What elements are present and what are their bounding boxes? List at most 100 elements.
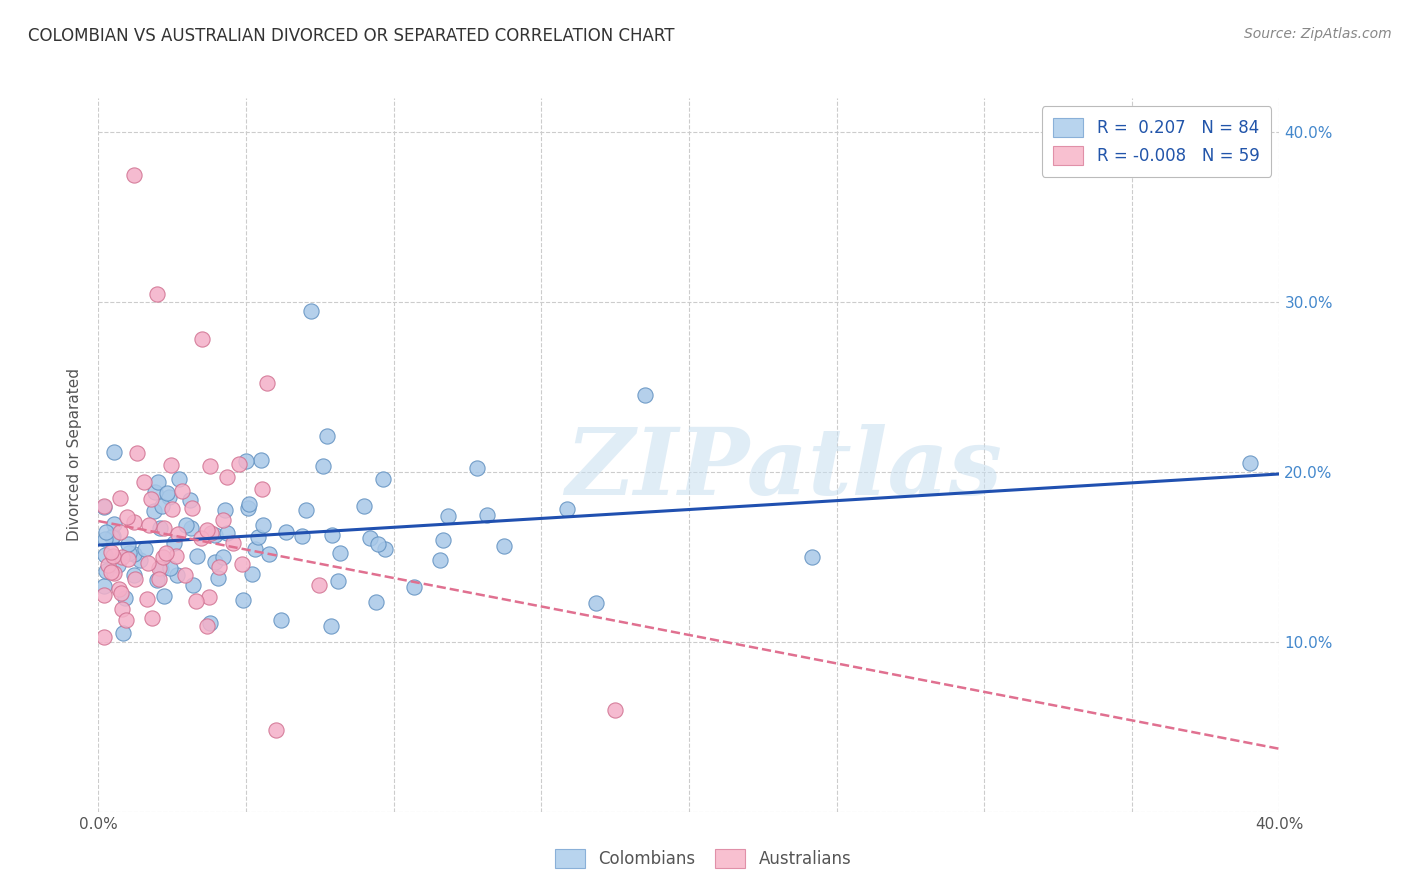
Point — [149, 561, 172, 575]
Point — [242, 567, 264, 582]
Point — [359, 531, 381, 545]
Point — [321, 528, 343, 542]
Point — [117, 546, 139, 560]
Point — [145, 485, 167, 500]
Point — [103, 445, 125, 459]
Point — [291, 529, 314, 543]
Point — [96, 564, 118, 578]
Point — [135, 592, 157, 607]
Point — [156, 485, 179, 500]
Text: COLOMBIAN VS AUSTRALIAN DIVORCED OR SEPARATED CORRELATION CHART: COLOMBIAN VS AUSTRALIAN DIVORCED OR SEPA… — [28, 27, 675, 45]
Point — [181, 578, 204, 592]
Point — [276, 524, 298, 539]
Point — [585, 596, 607, 610]
Point — [143, 504, 166, 518]
Point — [100, 565, 122, 579]
Point — [186, 549, 208, 563]
Point — [174, 568, 197, 582]
Point — [270, 613, 292, 627]
Point — [97, 558, 120, 573]
Point — [238, 497, 260, 511]
Point — [432, 533, 454, 548]
Point — [256, 376, 278, 391]
Point — [134, 541, 156, 556]
Point — [157, 490, 180, 504]
Point — [250, 453, 273, 467]
Point — [404, 580, 426, 594]
Point — [107, 558, 129, 572]
Point — [115, 510, 138, 524]
Point — [228, 457, 250, 471]
Point — [475, 508, 498, 523]
Point — [163, 536, 186, 550]
Point — [122, 516, 145, 530]
Point — [315, 428, 337, 442]
Point — [174, 517, 197, 532]
Point — [371, 472, 394, 486]
Point — [94, 548, 117, 562]
Point — [169, 472, 191, 486]
Point — [366, 595, 388, 609]
Point — [195, 618, 218, 632]
Point — [166, 567, 188, 582]
Point — [141, 491, 163, 506]
Point — [146, 286, 169, 301]
Point — [155, 546, 177, 560]
Legend: R =  0.207   N = 84, R = -0.008   N = 59: R = 0.207 N = 84, R = -0.008 N = 59 — [1042, 106, 1271, 177]
Point — [247, 530, 270, 544]
Point — [308, 578, 330, 592]
Point — [214, 503, 236, 517]
Point — [115, 613, 138, 627]
Point — [94, 532, 117, 546]
Point — [93, 500, 115, 514]
Point — [128, 553, 150, 567]
Point — [329, 546, 352, 560]
Point — [107, 582, 129, 597]
Point — [148, 561, 170, 575]
Point — [160, 458, 183, 473]
Point — [122, 547, 145, 561]
Point — [111, 550, 134, 565]
Point — [110, 602, 132, 616]
Point — [172, 483, 194, 498]
Point — [150, 500, 173, 514]
Point — [1239, 457, 1261, 471]
Point — [257, 547, 280, 561]
Point — [191, 332, 214, 346]
Point — [800, 549, 823, 564]
Point — [222, 535, 245, 549]
Point — [208, 560, 231, 574]
Point — [103, 529, 125, 543]
Point — [207, 571, 229, 585]
Point — [141, 611, 163, 625]
Point — [138, 518, 160, 533]
Point — [353, 499, 375, 513]
Point — [264, 723, 287, 738]
Point — [212, 513, 235, 527]
Point — [117, 537, 139, 551]
Point — [633, 388, 655, 402]
Point — [326, 574, 349, 588]
Point — [112, 625, 135, 640]
Point — [181, 501, 204, 516]
Point — [319, 619, 342, 633]
Point — [252, 482, 274, 496]
Point — [103, 566, 125, 580]
Point — [232, 593, 254, 607]
Point — [204, 528, 226, 542]
Point — [190, 531, 212, 545]
Point — [200, 615, 222, 630]
Point — [110, 586, 132, 600]
Point — [367, 537, 389, 551]
Point — [605, 703, 627, 717]
Point — [197, 590, 219, 604]
Point — [127, 446, 149, 460]
Point — [110, 524, 132, 539]
Point — [93, 500, 115, 514]
Point — [93, 579, 115, 593]
Point — [465, 460, 488, 475]
Point — [231, 558, 253, 572]
Point — [217, 470, 239, 484]
Point — [211, 549, 233, 564]
Point — [252, 518, 274, 533]
